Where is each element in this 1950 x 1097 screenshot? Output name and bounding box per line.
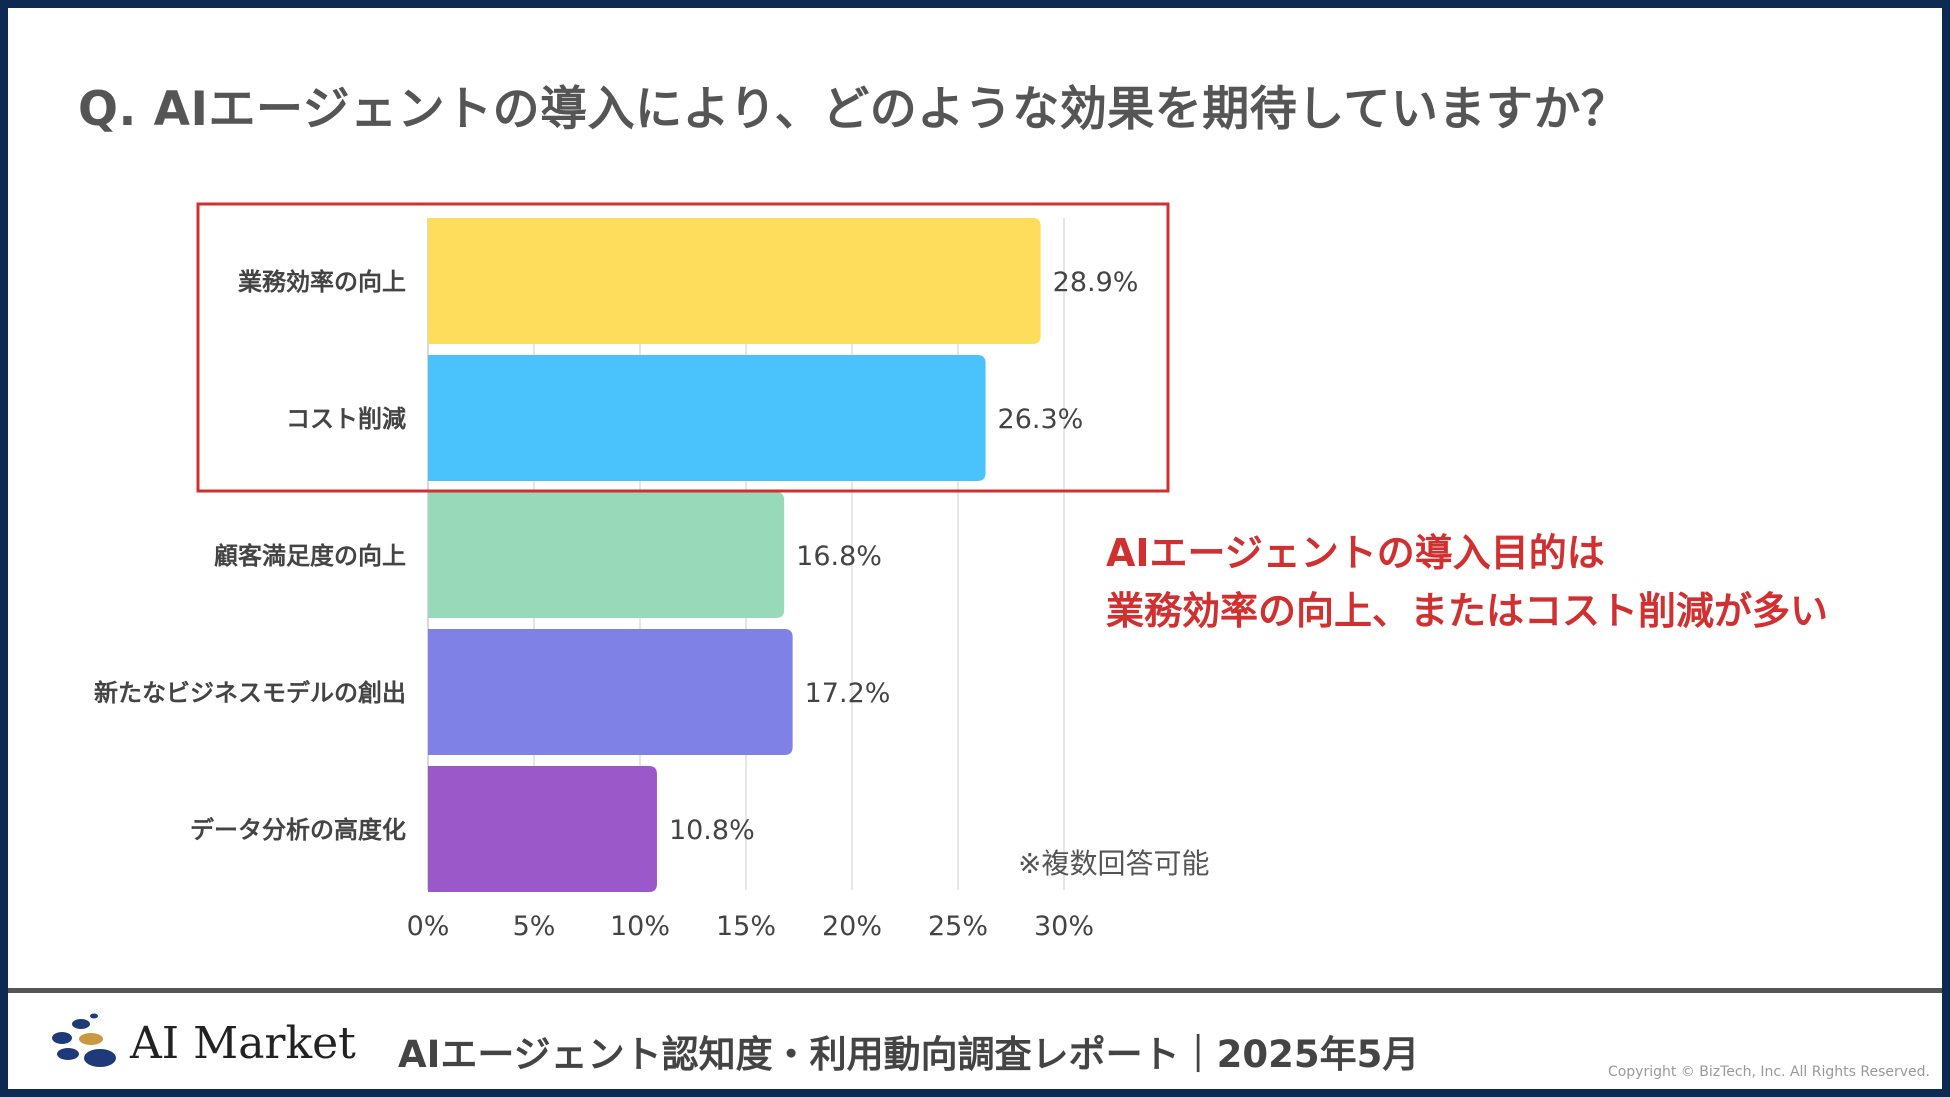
x-tick-label: 5%	[513, 911, 556, 942]
x-tick-label: 0%	[407, 911, 450, 942]
bar	[428, 766, 657, 892]
ai-market-logo-icon	[52, 1013, 116, 1067]
value-label: 26.3%	[998, 404, 1084, 435]
footer-divider	[8, 988, 1942, 993]
category-label: コスト削減	[286, 405, 406, 433]
x-tick-label: 30%	[1034, 911, 1094, 942]
footnote: ※複数回答可能	[1018, 847, 1210, 880]
x-tick-label: 10%	[610, 911, 670, 942]
highlight-box	[196, 202, 1170, 493]
copyright: Copyright © BizTech, Inc. All Rights Res…	[1607, 1064, 1930, 1080]
callout-line-1: AIエージェントの導入目的は	[1106, 531, 1605, 575]
bar	[428, 492, 785, 618]
x-tick-label: 15%	[716, 911, 776, 942]
x-tick-label: 20%	[822, 911, 882, 942]
value-label: 10.8%	[669, 815, 755, 846]
category-label: 新たなビジネスモデルの創出	[94, 679, 406, 707]
value-label: 16.8%	[796, 541, 882, 572]
bars	[428, 218, 1041, 892]
page-title: Q. AIエージェントの導入により、どのような効果を期待していますか？	[78, 82, 1629, 137]
callout-line-2: 業務効率の向上、またはコスト削減が多い	[1106, 589, 1829, 633]
category-label: 顧客満足度の向上	[214, 542, 406, 570]
x-tick-label: 25%	[928, 911, 988, 942]
category-label: 業務効率の向上	[238, 268, 406, 296]
value-label: 28.9%	[1053, 267, 1139, 298]
bar	[428, 629, 793, 755]
slide: Q. AIエージェントの導入により、どのような効果を期待していますか？ 0% 5%…	[8, 8, 1942, 1089]
value-label: 17.2%	[805, 678, 891, 709]
bar	[428, 218, 1041, 344]
category-label: データ分析の高度化	[190, 816, 406, 844]
report-title: AIエージェント認知度・利用動向調査レポート｜2025年5月	[398, 1033, 1420, 1076]
logo-text: AI Market	[130, 1018, 356, 1069]
bar-chart: 0% 5% 10% 15% 20% 25% 30% 業務効率の向上 28.9% コスト削減 26.3…	[94, 202, 1170, 942]
labels: 0% 5% 10% 15% 20% 25% 30% 業務効率の向上 28.9% コスト削減 26.3…	[94, 267, 1138, 942]
bar	[428, 355, 986, 481]
callout: AIエージェントの導入目的は 業務効率の向上、またはコスト削減が多い	[1106, 524, 1828, 640]
